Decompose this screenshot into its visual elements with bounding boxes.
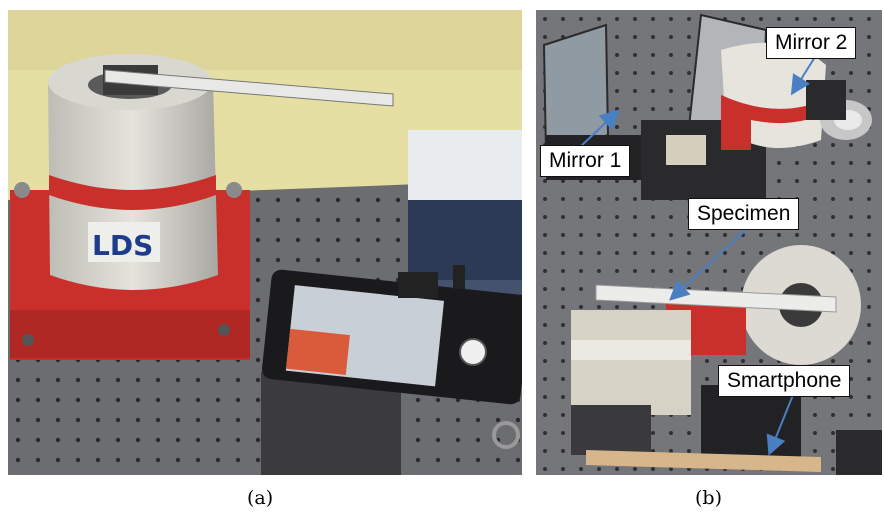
photo-a: LDS <box>8 10 522 475</box>
specimen-label: Specimen <box>688 198 800 230</box>
mirror2-label: Mirror 2 <box>766 27 857 59</box>
top-view-photo-b <box>536 10 882 475</box>
photo-b <box>536 10 882 475</box>
lds-logo: LDS <box>92 229 153 262</box>
mirror1-label: Mirror 1 <box>540 145 631 177</box>
smartphone-label: Smartphone <box>718 365 851 397</box>
caption-a: (a) <box>247 487 274 509</box>
caption-b: (b) <box>695 487 722 509</box>
shaker-photo-a: LDS <box>8 10 522 475</box>
